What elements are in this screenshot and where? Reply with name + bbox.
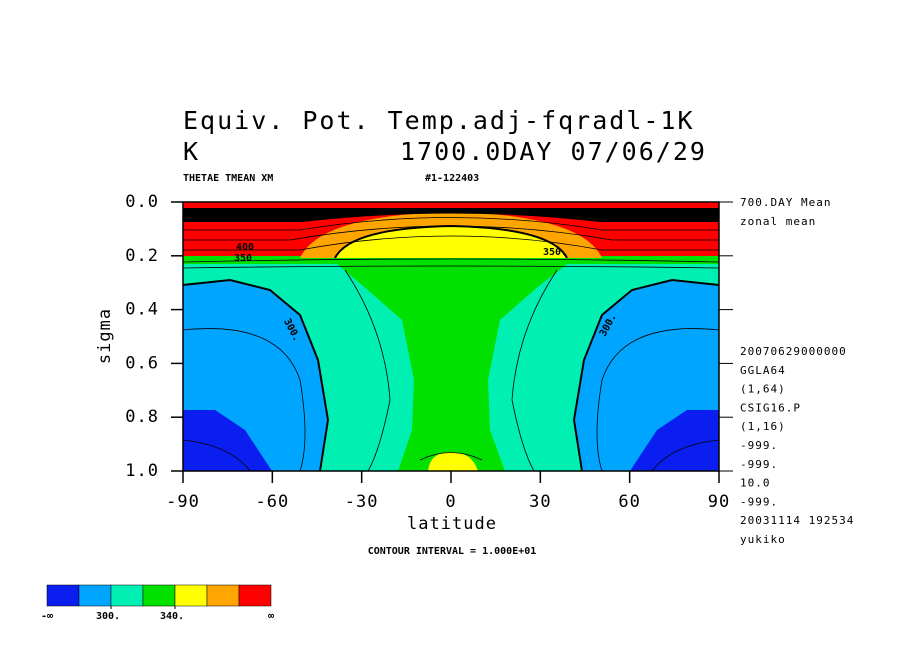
- contour-label: 400: [236, 242, 254, 253]
- contour-line: [572, 278, 720, 472]
- contour-fill: [330, 258, 575, 471]
- plot-area: [182, 202, 720, 472]
- contour-line: [182, 328, 306, 472]
- meta-info: GGLA64: [740, 364, 786, 377]
- time-label: 1700.0DAY 07/06/29: [400, 137, 707, 166]
- contour-line: [419, 452, 483, 461]
- contour-line: [183, 235, 719, 251]
- colorbar-box: [78, 584, 112, 607]
- x-tick-label: 0: [445, 492, 456, 512]
- meta-info: (1,16): [740, 420, 786, 433]
- contour-label: 350: [234, 253, 252, 264]
- meta-info: 20031114 192534: [740, 514, 854, 527]
- meta-info: -999.: [740, 495, 778, 508]
- y-tick-label: 0.2: [125, 246, 159, 266]
- colorbar-box: [206, 584, 240, 607]
- meta-info: yukiko: [740, 533, 786, 546]
- meta-info: CSIG16.P: [740, 401, 801, 414]
- meta-info: -999.: [740, 458, 778, 471]
- run-id: #1-122403: [425, 173, 479, 184]
- contour-fill: [335, 226, 567, 258]
- y-tick-label: 0.0: [125, 192, 159, 212]
- contour-interval: CONTOUR INTERVAL = 1.000E+01: [368, 546, 537, 557]
- colorbar-label: ∞: [268, 611, 274, 622]
- contour-line: [344, 269, 391, 472]
- x-tick-label: -90: [166, 492, 200, 512]
- colorbar-box: [174, 584, 208, 607]
- contour-line: [182, 265, 720, 269]
- colorbar-box: [142, 584, 176, 607]
- contour-line: [182, 278, 330, 472]
- colorbar-label: -∞: [41, 611, 53, 622]
- contour-line: [183, 217, 719, 231]
- y-tick-label: 1.0: [125, 461, 159, 481]
- contour-line: [511, 269, 558, 472]
- contour-line: [596, 328, 720, 472]
- colorbar-label: 340.: [160, 611, 184, 622]
- colorbar-label: 300.: [96, 611, 120, 622]
- variable-label: THETAE TMEAN XM: [183, 173, 273, 184]
- x-tick-label: 60: [618, 492, 640, 512]
- meta-info: 10.0: [740, 477, 771, 490]
- x-tick-label: -60: [255, 492, 289, 512]
- meta-info: -999.: [740, 439, 778, 452]
- colorbar-box: [110, 584, 144, 607]
- contour-label: 350.: [543, 247, 567, 258]
- contour-line: [182, 439, 251, 472]
- x-tick-label: -30: [345, 492, 379, 512]
- colorbar-box: [238, 584, 272, 607]
- contour-line: [651, 439, 720, 472]
- y-axis-label: sigma: [95, 308, 115, 364]
- meta-info: (1,64): [740, 383, 786, 396]
- colorbar-box: [46, 584, 80, 607]
- side-info: zonal mean: [740, 215, 816, 228]
- meta-info: 20070629000000: [740, 345, 847, 358]
- chart-title: Equiv. Pot. Temp.adj-fqradl-1K: [183, 106, 695, 135]
- x-tick-label: 30: [529, 492, 551, 512]
- side-info: 700.DAY Mean: [740, 196, 831, 209]
- contour-line: [334, 224, 568, 259]
- x-tick-label: 90: [708, 492, 730, 512]
- y-tick-label: 0.8: [125, 407, 159, 427]
- contour-fill: [183, 256, 719, 264]
- y-tick-label: 0.6: [125, 353, 159, 373]
- contour-fill: [183, 410, 272, 471]
- x-axis-label: latitude: [407, 514, 497, 534]
- contour-fill: [630, 410, 719, 471]
- contour-top: [183, 208, 719, 222]
- contour-line: [182, 258, 720, 263]
- y-tick-label: 0.4: [125, 300, 159, 320]
- units: K: [183, 137, 200, 166]
- contour-fill: [428, 452, 478, 471]
